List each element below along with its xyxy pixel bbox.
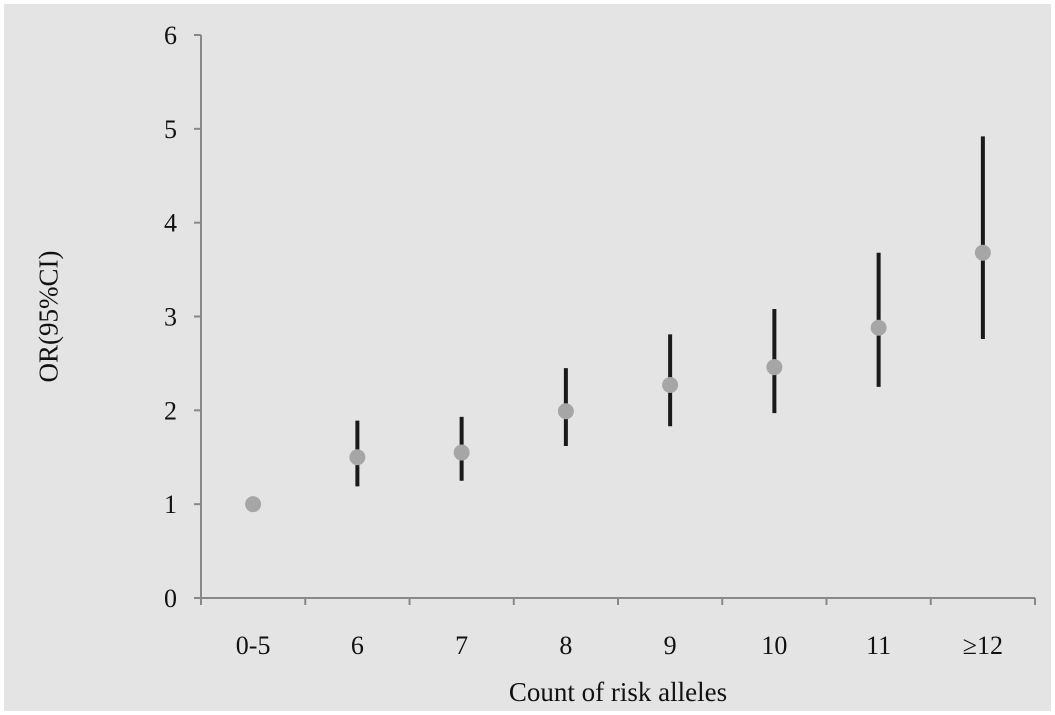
x-tick-label: 8 [559, 631, 572, 660]
data-point [766, 359, 783, 376]
data-point [662, 376, 679, 393]
y-tick-label: 5 [164, 115, 177, 144]
x-tick-label: 10 [761, 631, 787, 660]
x-tick-label: 0-5 [236, 631, 271, 660]
data-point [870, 319, 887, 336]
y-tick-label: 4 [164, 209, 177, 238]
x-tick-label: 9 [664, 631, 677, 660]
x-axis-title: Count of risk alleles [509, 677, 727, 707]
x-tick-label: ≥12 [963, 631, 1003, 660]
x-axis: 0-5 6 7 8 9 10 11 ≥12 [200, 597, 1036, 660]
data-point [349, 449, 366, 466]
chart-svg: 0 1 2 3 4 5 6 0-5 6 7 8 9 10 11 ≥12 Count of risk all… [33, 21, 1036, 707]
data-point [453, 444, 470, 461]
y-tick-label: 1 [164, 490, 177, 519]
y-tick-label: 3 [164, 303, 177, 332]
x-tick-label: 11 [866, 631, 891, 660]
y-axis: 0 1 2 3 4 5 6 [164, 21, 202, 613]
data-point [557, 403, 574, 420]
data-points [245, 244, 991, 513]
chart-figure: 0 1 2 3 4 5 6 0-5 6 7 8 9 10 11 ≥12 Count of risk all… [4, 4, 1051, 711]
x-tick-label: 7 [455, 631, 468, 660]
x-tick-label: 6 [351, 631, 364, 660]
y-tick-label: 6 [164, 21, 177, 50]
error-bars [355, 136, 985, 487]
y-axis-title: OR(95%CI) [33, 251, 63, 383]
data-point [974, 244, 991, 261]
y-tick-label: 2 [164, 396, 177, 425]
y-tick-label: 0 [164, 584, 177, 613]
data-point [245, 496, 262, 513]
